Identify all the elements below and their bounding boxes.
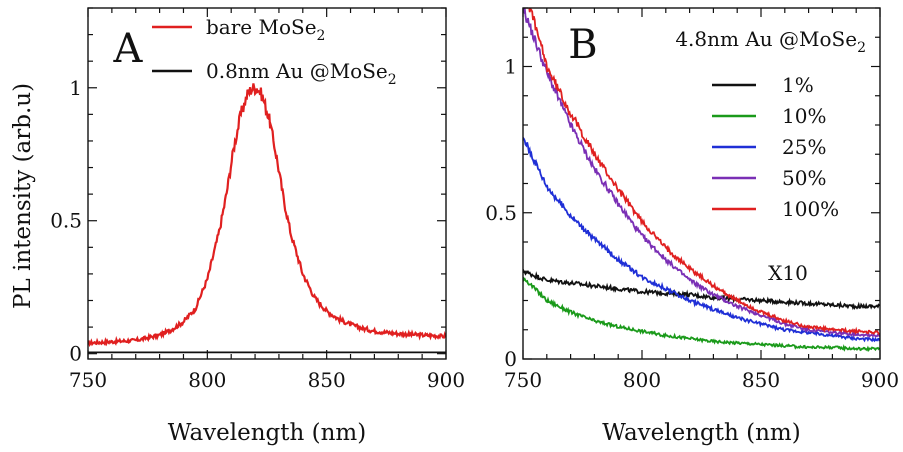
x-tick-label: 750 [69, 368, 107, 392]
legend-label-100: 100% [782, 197, 839, 221]
legend-label-25: 25% [782, 135, 826, 159]
x-tick-label: 850 [308, 368, 346, 392]
annotation-x10: X10 [768, 261, 808, 285]
series-line-a-bare-mose2 [88, 83, 446, 348]
y-tick-label: 0 [69, 342, 82, 366]
series-line-b-50 [523, 8, 880, 339]
x-tick-label: 850 [742, 368, 780, 392]
plot-frame-a [87, 7, 447, 360]
x-tick-label: 800 [623, 368, 661, 392]
panel-a: 750 800 850 900 0 0.5 1 Wavelength (nm) A bare Mo… [50, 7, 465, 446]
y-tick-label: 0.5 [50, 209, 82, 233]
series-line-b-1 [523, 269, 880, 311]
y-axis-label: PL intensity (arb.u) [10, 83, 36, 309]
y-tick-label: 0.5 [485, 201, 517, 225]
x-tick-label: 900 [861, 368, 899, 392]
panel-title-b: 4.8nm Au @MoSe2​ [675, 27, 866, 56]
series-line-b-25 [523, 137, 880, 343]
panel-label-b: B [568, 22, 597, 68]
y-tick-label: 1 [69, 76, 82, 100]
legend-label-bare-mose2: bare MoSe2​ [206, 15, 325, 44]
legend-label-0-8nm-au-mose2: 0.8nm Au @MoSe2​ [206, 59, 397, 88]
x-tick-label: 750 [504, 368, 542, 392]
legend-label-10: 10% [782, 104, 826, 128]
series-line-b-100 [526, 8, 880, 336]
series-line-b-10 [523, 276, 880, 352]
x-axis-label-a: Wavelength (nm) [168, 420, 366, 446]
y-tick-label: 1 [504, 55, 517, 79]
legend-label-1: 1% [782, 73, 814, 97]
x-tick-label: 900 [427, 368, 465, 392]
x-tick-label: 800 [188, 368, 226, 392]
legend-label-50: 50% [782, 166, 826, 190]
panel-b: 750 800 850 900 0 0.5 1 Wavelength (nm) B 4.8nm A… [485, 7, 899, 446]
panel-label-a: A [113, 26, 144, 72]
y-tick-label: 0 [504, 347, 517, 371]
x-axis-label-b: Wavelength (nm) [602, 420, 800, 446]
